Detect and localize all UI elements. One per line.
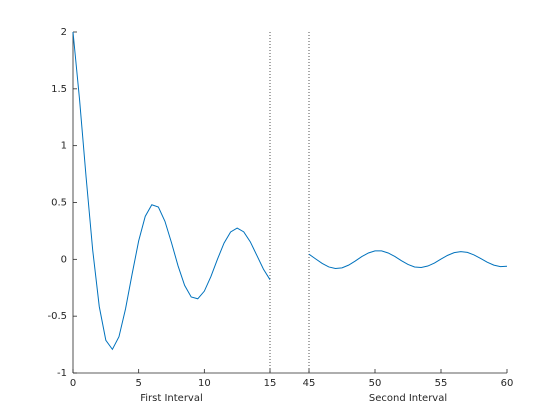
x-tick-label: 10 <box>198 378 211 389</box>
data-line <box>308 250 508 270</box>
x-tick-label: 0 <box>70 378 76 389</box>
y-tick-label: 1 <box>61 141 67 152</box>
y-tick-label: 2 <box>61 27 67 38</box>
x-tick-label: 50 <box>369 378 382 389</box>
y-tick-label: -0.5 <box>47 311 67 322</box>
y-tick-label: -1 <box>57 368 67 379</box>
x-tick-label: 60 <box>501 378 514 389</box>
x-tick-label: 15 <box>264 378 277 389</box>
x-tick-label: 55 <box>435 378 448 389</box>
y-tick-label: 1.5 <box>51 84 67 95</box>
data-line <box>72 31 271 351</box>
x-tick-label: 5 <box>135 378 141 389</box>
x-axis-label: Second Interval <box>369 393 447 404</box>
y-tick-label: 0 <box>61 254 67 265</box>
x-tick-label: 45 <box>303 378 316 389</box>
x-axis-label: First Interval <box>140 393 203 404</box>
y-tick-label: 0.5 <box>51 198 67 209</box>
